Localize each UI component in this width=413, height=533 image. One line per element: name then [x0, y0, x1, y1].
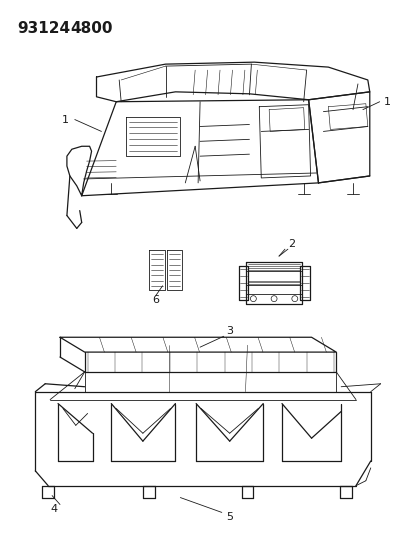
Text: 93124: 93124	[17, 21, 71, 36]
Text: 6: 6	[152, 295, 159, 305]
Text: 5: 5	[225, 512, 233, 522]
Text: 1: 1	[383, 96, 390, 107]
Text: 4: 4	[50, 504, 57, 514]
Text: 1: 1	[61, 115, 68, 125]
Text: 3: 3	[225, 326, 233, 336]
Text: 2: 2	[287, 239, 295, 249]
Text: 4800: 4800	[70, 21, 112, 36]
